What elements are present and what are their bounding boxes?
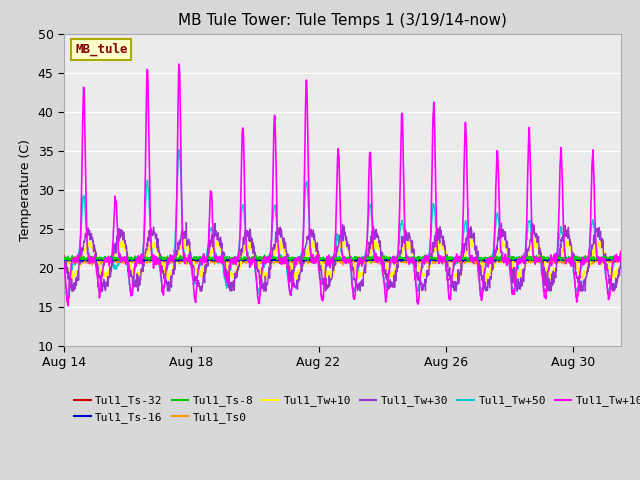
Text: MB_tule: MB_tule bbox=[75, 43, 127, 56]
Y-axis label: Temperature (C): Temperature (C) bbox=[19, 139, 32, 240]
Legend: Tul1_Ts-32, Tul1_Ts-16, Tul1_Ts-8, Tul1_Ts0, Tul1_Tw+10, Tul1_Tw+30, Tul1_Tw+50,: Tul1_Ts-32, Tul1_Ts-16, Tul1_Ts-8, Tul1_… bbox=[70, 391, 640, 427]
Title: MB Tule Tower: Tule Temps 1 (3/19/14-now): MB Tule Tower: Tule Temps 1 (3/19/14-now… bbox=[178, 13, 507, 28]
